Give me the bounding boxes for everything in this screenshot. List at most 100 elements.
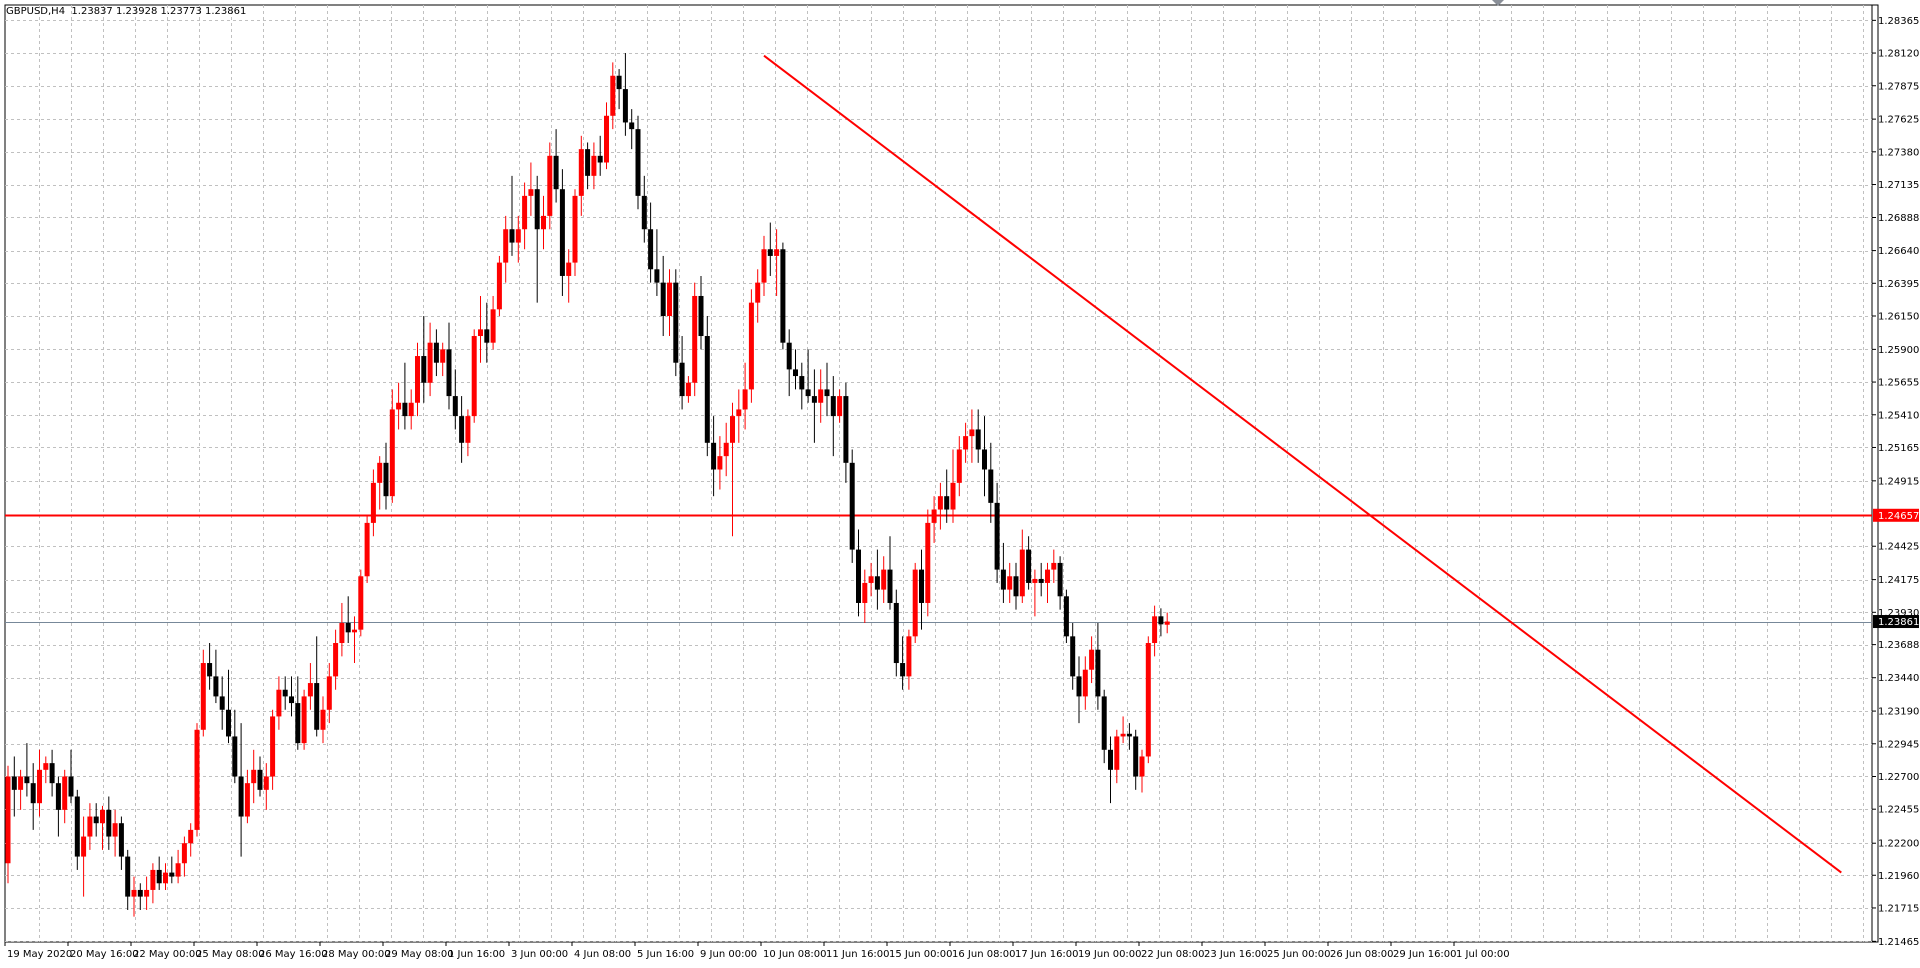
chart-shift-marker[interactable] <box>1492 0 1504 6</box>
candle-body <box>597 155 603 163</box>
candle <box>478 295 483 363</box>
candle <box>818 369 824 423</box>
candle <box>742 362 748 430</box>
candle <box>509 175 515 256</box>
candle-body <box>1145 643 1151 757</box>
candle <box>118 816 124 870</box>
candle-body <box>251 769 257 784</box>
candle-body <box>503 229 509 263</box>
x-tick-label: 16 Jun 08:00 <box>952 949 1016 960</box>
candle <box>906 629 912 690</box>
candle-body <box>900 663 906 677</box>
candle-body <box>553 155 559 190</box>
candle-body <box>496 262 502 310</box>
candle <box>629 109 635 150</box>
candle-body <box>150 869 156 890</box>
candle-body <box>24 776 30 784</box>
candle <box>585 142 591 190</box>
candle-body <box>131 889 137 897</box>
y-tick-label: 1.27875 <box>1878 81 1919 92</box>
candle-body <box>289 696 294 704</box>
candle-body <box>837 396 843 417</box>
y-tick-label: 1.22700 <box>1878 772 1919 783</box>
candle <box>333 629 339 690</box>
candle <box>150 863 156 904</box>
y-tick-label: 1.25165 <box>1878 443 1919 454</box>
candle-body <box>181 843 187 864</box>
candle-body <box>1089 649 1095 670</box>
x-tick-label: 4 Jun 08:00 <box>574 949 631 960</box>
y-tick-label: 1.23440 <box>1878 673 1919 684</box>
candle <box>137 883 143 910</box>
candle-body <box>320 709 326 730</box>
candle-body <box>1000 569 1006 590</box>
candle <box>944 469 950 523</box>
candle <box>1026 536 1032 590</box>
candle <box>1051 549 1057 583</box>
candle-body <box>490 309 496 343</box>
candle <box>1108 736 1113 804</box>
candle <box>30 763 36 830</box>
level-price-tag <box>1873 508 1919 522</box>
candle <box>62 769 68 824</box>
candle <box>276 676 282 730</box>
candle-body <box>578 149 584 196</box>
candle-body <box>421 356 427 383</box>
candle <box>156 856 162 890</box>
candle <box>522 182 528 250</box>
trendline[interactable] <box>763 54 1842 874</box>
candle-body <box>213 676 219 697</box>
candle-body <box>572 195 578 263</box>
candle-body <box>868 576 874 583</box>
y-tick-label: 1.24175 <box>1878 575 1919 586</box>
x-tick-label: 29 Jun 16:00 <box>1393 949 1457 960</box>
candle <box>597 135 603 176</box>
candle-body <box>345 622 351 633</box>
candle-body <box>937 496 943 510</box>
candle-body <box>944 496 950 510</box>
candle <box>698 275 704 350</box>
candle-body <box>415 356 420 403</box>
candle-body <box>522 195 528 230</box>
candle-body <box>1007 576 1013 590</box>
candle <box>956 436 962 497</box>
y-tick-label: 1.23930 <box>1878 608 1919 619</box>
candle-body <box>81 836 87 857</box>
y-tick-label: 1.22455 <box>1878 805 1919 816</box>
candle <box>11 756 17 817</box>
candle <box>925 509 931 617</box>
candle <box>1139 749 1145 793</box>
candle-body <box>30 783 36 804</box>
candle <box>900 636 906 690</box>
candle-body <box>377 462 383 483</box>
candle-body <box>824 389 830 397</box>
candle <box>1120 716 1126 744</box>
candle <box>1164 612 1170 634</box>
candle <box>131 876 137 917</box>
candle-body <box>1013 576 1019 597</box>
candle <box>767 222 773 276</box>
candle <box>377 456 383 510</box>
candle <box>1000 542 1006 603</box>
candle <box>547 142 553 230</box>
candle <box>175 849 181 884</box>
candle <box>452 369 458 430</box>
candle-body <box>1095 649 1101 697</box>
candle-body <box>137 889 143 897</box>
x-tick-label: 3 Jun 00:00 <box>511 949 568 960</box>
candle-body <box>534 189 540 230</box>
candle <box>1089 636 1095 684</box>
price-axis[interactable]: 1.28365 1.28120 1.27875 1.27625 1.27380 1.271… <box>1872 16 1919 948</box>
candle <box>1045 562 1050 603</box>
candle <box>559 169 565 296</box>
candle <box>1114 729 1120 784</box>
candle <box>515 215 521 263</box>
candle <box>931 496 937 543</box>
candle-body <box>62 776 68 810</box>
candle-body <box>440 349 446 363</box>
candle-body <box>982 449 987 470</box>
candle-body <box>541 215 546 230</box>
